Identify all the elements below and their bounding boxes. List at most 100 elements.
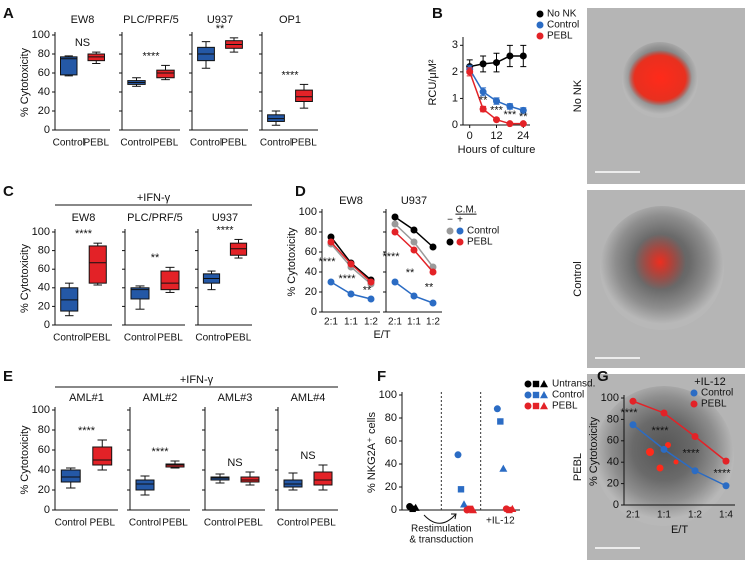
point [493,405,501,413]
legend-marker [532,391,540,399]
legend-marker [690,389,698,397]
y-tick-label: 80 [38,48,50,60]
point [429,268,437,276]
y-axis-label: % Cytotoxicity [19,47,31,117]
legend-label: PEBL [552,401,578,412]
x-tick-label: PEBL [83,138,109,149]
x-tick-label: 24 [517,130,529,142]
cell-cluster [594,386,734,526]
significance: NS [300,450,315,462]
y-tick-label: 100 [32,226,50,238]
y-tick-label: 20 [607,478,619,490]
x-tick-label: 0 [467,130,473,142]
significance: ** [151,252,160,264]
subplot-title: EW8 [339,195,363,207]
x-tick-label: PEBL [291,138,317,149]
point [429,243,437,251]
y-tick-label: 60 [607,435,619,447]
legend-label: Control [467,226,499,237]
y-tick-label: 0 [44,319,50,331]
box [60,56,78,76]
y-tick-label: 1 [452,92,458,104]
y-tick-label: 0 [613,499,619,511]
y-axis-label: % Cytotoxicity [286,227,298,297]
point [497,418,504,425]
series-line [632,424,727,487]
y-axis-label: RCU/μM² [427,59,439,105]
y-tick-label: 20 [385,481,397,493]
subplot-title: EW8 [72,212,96,224]
point [506,506,513,514]
y-tick-label: 40 [385,458,397,470]
subplot-title: AML#1 [69,392,104,404]
point [506,52,514,60]
y-tick-label: 60 [385,435,397,447]
y-tick-label: 60 [38,444,50,456]
y-tick-label: 100 [299,206,317,218]
subplot-title: AML#4 [291,392,326,404]
x-tick-label: 1:2 [426,317,440,328]
point [347,290,355,298]
subplot-title: OP1 [279,14,301,26]
x-tick-label: Control [55,518,87,529]
point [493,97,500,105]
y-tick-label: 20 [38,105,50,117]
point [457,486,465,493]
legend-label: PEBL [467,237,493,248]
y-axis-label: % Cytotoxicity [19,425,31,495]
x-tick-label: PEBL [157,333,183,344]
legend-marker [536,10,544,18]
point [410,226,418,234]
y-tick-label: 60 [38,263,50,275]
x-tick-label: PEBL [226,333,252,344]
panel-letter: B [432,5,443,22]
x-tick-label: PEBL [153,138,179,149]
red-signal [656,464,664,472]
legend-marker [524,402,532,410]
point [493,59,500,67]
point [411,503,420,511]
x-tick-label: 12 [490,130,502,142]
legend-label: Control [547,20,579,31]
significance: *** [490,104,504,116]
significance: **** [318,256,336,268]
significance: **** [75,228,93,240]
x-tick-label: 1:1 [407,317,421,328]
x-tick-label: PEBL [221,138,247,149]
legend-marker [524,391,532,399]
y-axis-label: % NKG2A⁺ cells [366,412,378,493]
x-tick-label: 1:4 [719,510,733,521]
legend-column: − [447,215,453,226]
x-tick-label: PEBL [85,333,111,344]
box [313,471,333,486]
y-axis-label: % Cytotoxicity [588,416,600,486]
point [506,102,514,110]
x-tick-label: 1:2 [364,317,378,328]
y-tick-label: 0 [44,124,50,136]
y-tick-label: 40 [607,456,619,468]
y-tick-label: 80 [38,424,50,436]
y-tick-label: 0 [452,119,458,131]
x-tick-label: Control [260,138,292,149]
point [519,106,527,114]
legend-label: No NK [547,9,577,20]
y-axis-label: % Cytotoxicity [19,243,31,313]
y-tick-label: 20 [38,484,50,496]
significance: **** [338,273,356,285]
point [347,260,355,268]
point [327,278,335,286]
box [295,89,313,102]
legend-marker [540,380,548,388]
x-tick-label: PEBL [310,518,336,529]
point [391,220,399,228]
subplot-title: PLC/PRF/5 [123,14,179,26]
legend-marker [446,238,454,246]
box [130,287,150,300]
point [479,60,487,68]
red-signal [646,448,654,456]
subplot-title: U937 [207,14,233,26]
legend-label: Untransd. [552,379,595,390]
point [409,505,416,513]
point [722,457,730,465]
legend-title: +IL-12 [694,376,726,388]
